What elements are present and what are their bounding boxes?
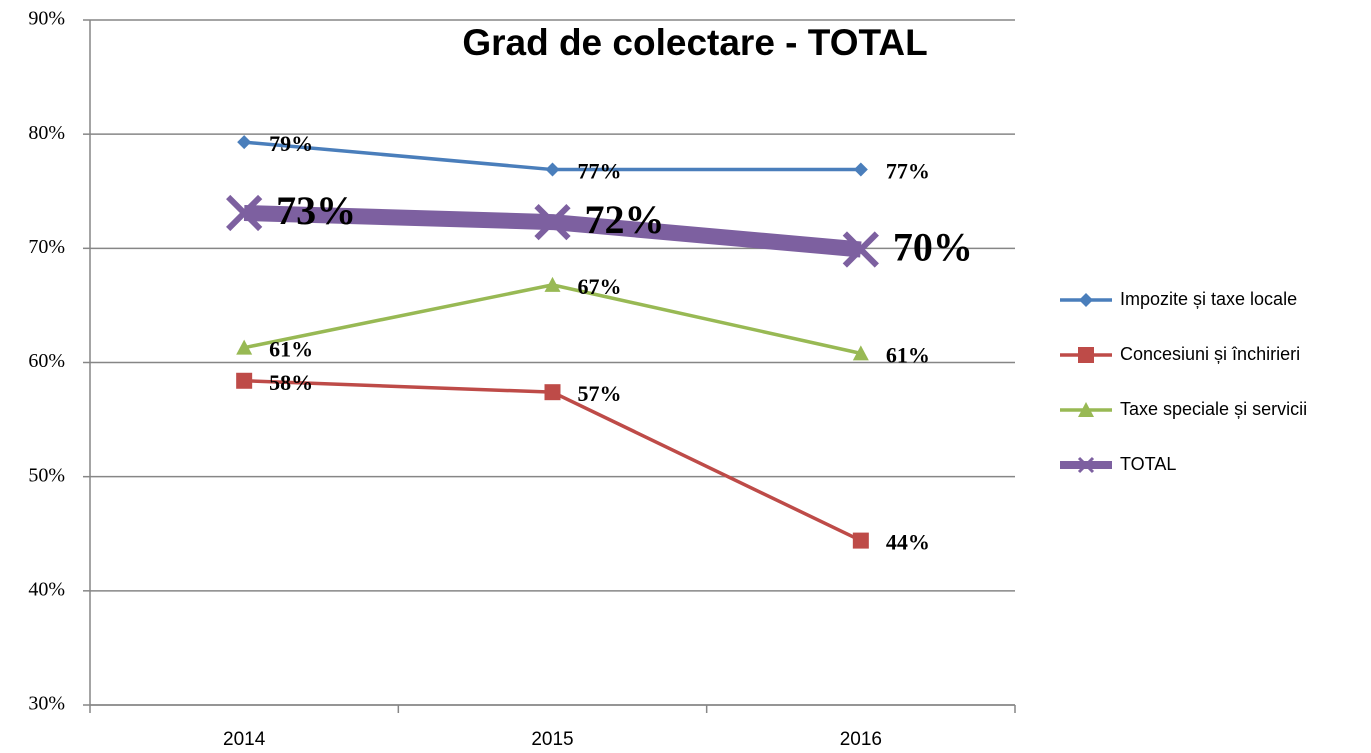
data-label: 70%	[893, 225, 973, 270]
marker	[226, 194, 263, 232]
y-tick-label: 60%	[28, 350, 65, 372]
series-line	[244, 379, 862, 543]
marker	[544, 384, 561, 401]
marker	[237, 135, 252, 150]
legend-label: Concesiuni și închirieri	[1120, 344, 1300, 364]
marker	[1079, 293, 1093, 307]
marker	[534, 203, 571, 241]
y-tick-label: 40%	[28, 578, 65, 600]
marker	[852, 345, 869, 361]
data-label: 72%	[585, 197, 665, 242]
y-tick-label: 90%	[28, 8, 65, 30]
marker	[853, 162, 868, 177]
legend-label: TOTAL	[1120, 454, 1176, 474]
legend-label: Taxe speciale și servicii	[1120, 399, 1307, 419]
y-tick-label: 30%	[28, 693, 65, 715]
data-label: 44%	[886, 530, 930, 555]
data-label: 61%	[886, 342, 930, 367]
x-tick-label: 2016	[840, 729, 882, 750]
data-label: 79%	[269, 131, 313, 156]
x-tick-label: 2015	[531, 729, 573, 750]
marker	[544, 276, 561, 292]
data-label: 77%	[886, 159, 930, 184]
marker	[1078, 347, 1094, 363]
series-line	[243, 283, 862, 356]
data-label: 77%	[578, 159, 622, 184]
marker	[842, 231, 879, 268]
data-label: 61%	[269, 337, 313, 362]
marker	[1078, 402, 1094, 417]
marker	[236, 372, 253, 389]
marker	[236, 339, 253, 355]
data-label: 58%	[269, 370, 313, 395]
marker	[1077, 456, 1095, 474]
data-label: 67%	[578, 274, 622, 299]
marker	[852, 532, 869, 549]
marker	[545, 162, 560, 177]
x-tick-label: 2014	[223, 729, 266, 750]
y-tick-label: 50%	[28, 464, 65, 486]
data-label: 73%	[276, 188, 356, 233]
legend-label: Impozite și taxe locale	[1120, 289, 1297, 309]
data-label: 57%	[578, 381, 622, 406]
y-tick-label: 70%	[28, 236, 65, 258]
y-tick-label: 80%	[28, 122, 65, 144]
chart-title: Grad de colectare - TOTAL	[462, 22, 927, 63]
